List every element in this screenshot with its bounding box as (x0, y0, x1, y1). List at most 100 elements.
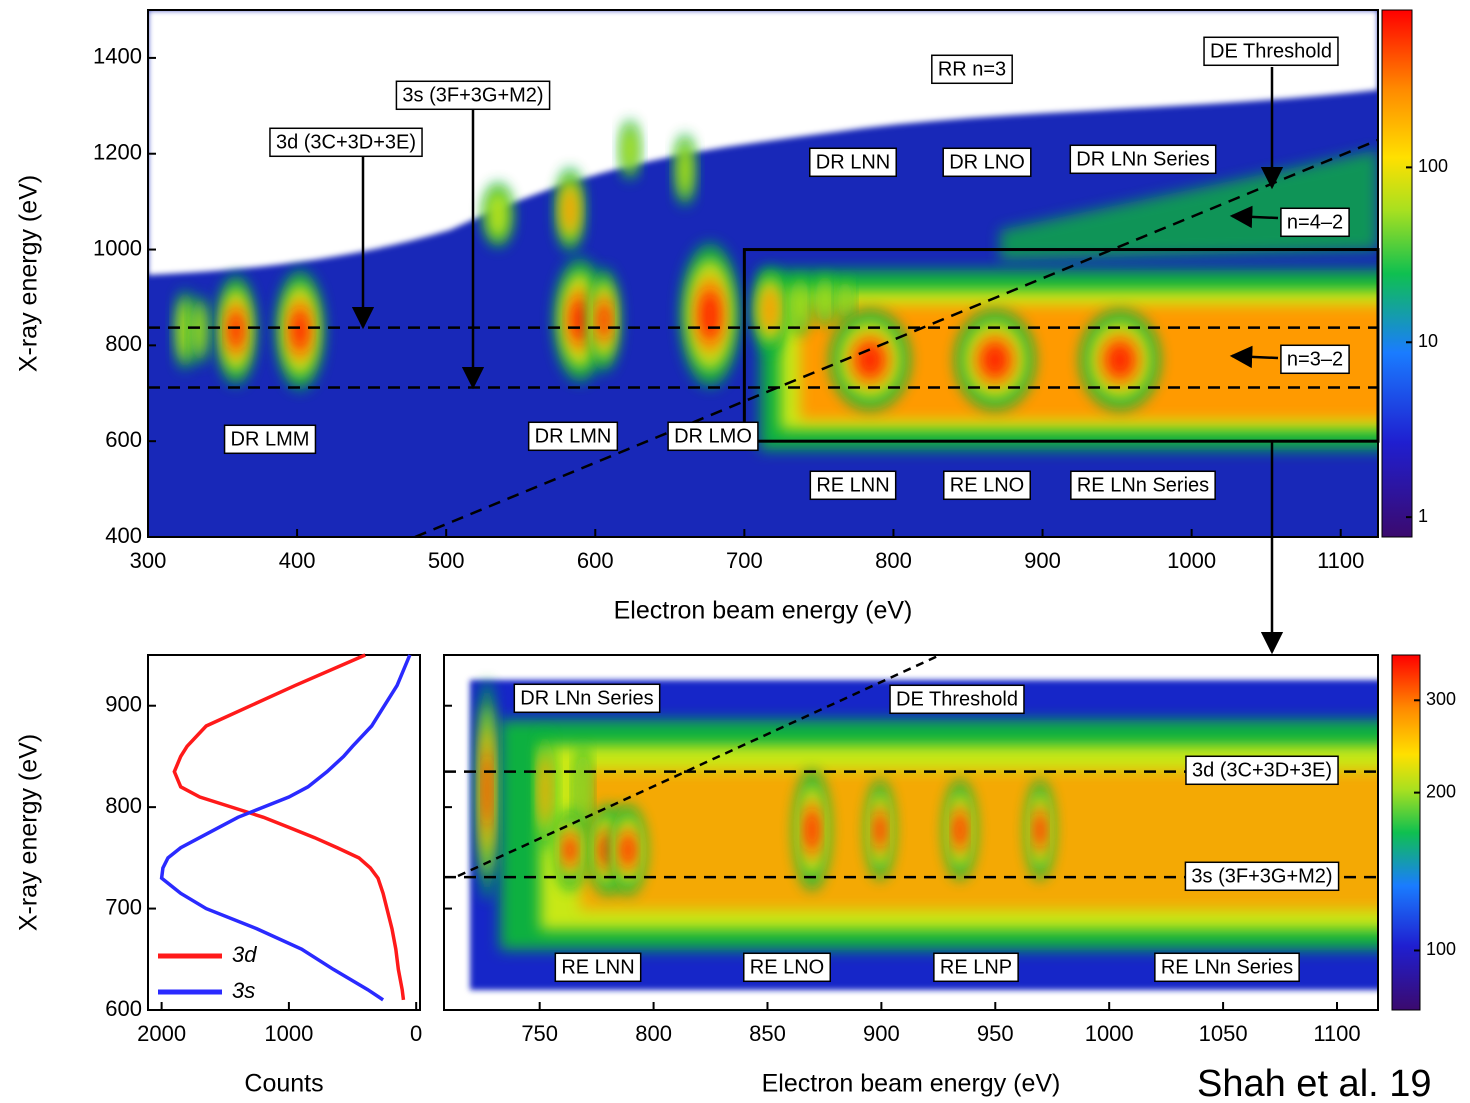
annotation-box (527, 421, 619, 452)
annotation-box (889, 684, 1025, 715)
heat-blob (486, 190, 510, 240)
threshold-line (457, 653, 941, 878)
annotation: RE LNN (561, 956, 634, 978)
heat-blob (577, 754, 589, 826)
annotation-box (269, 127, 423, 158)
annotation-box (667, 421, 759, 452)
annotation: DR LMO (674, 425, 752, 447)
annotation-box (1184, 861, 1340, 892)
annotation-box (1069, 144, 1217, 175)
annotation: 3s (3F+3G+M2) (1191, 865, 1332, 887)
annotation-box (943, 470, 1031, 501)
heat-blob (562, 186, 578, 234)
annotation: RE LNO (750, 956, 824, 978)
heat-blob (229, 311, 243, 349)
heat-blob (1106, 343, 1134, 377)
y-tick-label: 1000 (93, 235, 142, 260)
annotation: RE LNP (940, 956, 1012, 978)
heat-blob (805, 809, 819, 851)
annotation-box (933, 952, 1019, 983)
annotation: DE Threshold (896, 688, 1018, 710)
legend-label: 3d (232, 942, 257, 967)
y-tick-label: 600 (105, 996, 142, 1021)
annotation: 3d (3C+3D+3E) (276, 131, 416, 153)
x-tick-label: 2000 (137, 1021, 186, 1046)
colorbar (1381, 9, 1413, 538)
annotation: DR LNn Series (520, 687, 653, 709)
annotation: DR LMM (231, 428, 310, 450)
heat-blob (564, 836, 576, 864)
heat-blob (1035, 813, 1045, 847)
annotation-box (554, 952, 642, 983)
y-tick-label: 800 (105, 793, 142, 818)
axes-layer: 300 400 500 600 700 800 900 1000 110040060080010… (15, 9, 1456, 1098)
x-tick-label: 500 (428, 548, 465, 573)
line-series (159, 654, 412, 1002)
annotation: DE Threshold (1210, 40, 1332, 62)
annotation-box (931, 54, 1013, 85)
annotation: 3d (3C+3D+3E) (1192, 759, 1332, 781)
colorbar-tick-label: 100 (1418, 156, 1448, 176)
heatmap-bottom (470, 680, 1378, 990)
plot-frame (443, 654, 1379, 1011)
colorbar-tick-label: 200 (1426, 781, 1456, 801)
annotation-box (223, 424, 317, 455)
x-tick-label: 1050 (1199, 1021, 1248, 1046)
heat-blob (856, 343, 884, 377)
heat-blob (598, 302, 610, 338)
x-axis-title: Counts (244, 1070, 323, 1098)
x-tick-label: 600 (577, 548, 614, 573)
heat-blob (621, 834, 635, 866)
annotation-arrow (1229, 205, 1279, 229)
x-tick-label: 850 (749, 1021, 786, 1046)
x-tick-label: 1100 (1313, 1021, 1360, 1046)
heat-blob (622, 126, 638, 174)
annotation: n=3–2 (1287, 348, 1343, 370)
heat-blob (193, 302, 207, 358)
x-tick-label: 800 (875, 548, 912, 573)
heatmap-top (148, 10, 1378, 537)
x-tick-label: 700 (726, 548, 763, 573)
annotation-box (809, 147, 897, 178)
heat-blob (699, 290, 721, 340)
annotation: 3s (3F+3G+M2) (402, 84, 543, 106)
x-axis-title: Electron beam energy (eV) (762, 1070, 1061, 1098)
heat-blob (875, 813, 885, 847)
colorbar (1391, 654, 1421, 1011)
x-tick-label: 950 (977, 1021, 1014, 1046)
annotation-box (1070, 470, 1216, 501)
annotation: n=4–2 (1287, 211, 1343, 233)
annotation: DR LNO (949, 151, 1025, 173)
y-tick-label: 600 (105, 427, 142, 452)
annotation-box (1280, 344, 1350, 375)
x-tick-label: 800 (635, 1021, 672, 1046)
annotation-box (942, 147, 1032, 178)
x-tick-label: 900 (1024, 548, 1061, 573)
y-tick-label: 400 (105, 523, 142, 548)
heat-blob (177, 298, 193, 362)
annotation-box (395, 80, 551, 111)
colorbar-tick-label: 1 (1418, 506, 1428, 526)
x-axis-title: Electron beam energy (eV) (614, 597, 913, 625)
heat-blob (483, 752, 491, 828)
y-tick-label: 1400 (93, 44, 142, 69)
x-tick-label: 750 (521, 1021, 558, 1046)
heat-blob (817, 279, 833, 321)
heat-blob (954, 813, 966, 847)
y-tick-label: 700 (105, 894, 142, 919)
annotation: RE LNn Series (1161, 956, 1293, 978)
annotation-box (809, 470, 897, 501)
x-tick-label: 0 (410, 1021, 422, 1046)
plot-frame (147, 654, 421, 1011)
credit: Shah et al. 19 (1197, 1063, 1432, 1103)
y-tick-label: 1200 (93, 140, 142, 165)
y-tick-label: 800 (105, 331, 142, 356)
x-tick-label: 1100 (1317, 548, 1364, 573)
annotation-box (743, 952, 831, 983)
heat-empty (148, 10, 1378, 275)
y-tick-label: 900 (105, 692, 142, 717)
colorbar-tick-label: 100 (1426, 939, 1456, 959)
annotation: RE LNN (816, 474, 889, 496)
x-tick-label: 1000 (1167, 548, 1216, 573)
